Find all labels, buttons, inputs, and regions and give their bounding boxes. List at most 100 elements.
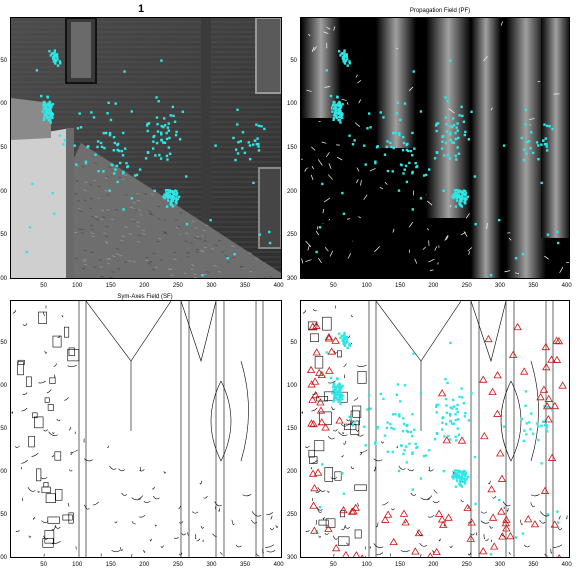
feature-point bbox=[162, 125, 165, 129]
feature-point bbox=[154, 154, 157, 157]
feature-point bbox=[459, 204, 462, 207]
image-plot-frame bbox=[10, 17, 282, 279]
feature-point bbox=[454, 485, 458, 488]
feature-point bbox=[456, 403, 459, 407]
triangle-marker bbox=[331, 336, 340, 344]
feature-point bbox=[167, 122, 170, 125]
feature-point bbox=[459, 479, 462, 483]
feature-point bbox=[521, 532, 525, 535]
feature-point bbox=[263, 127, 266, 131]
feature-point bbox=[405, 429, 409, 433]
feature-point bbox=[455, 196, 458, 200]
feature-point bbox=[334, 111, 337, 115]
feature-point bbox=[166, 126, 170, 129]
feature-point bbox=[445, 411, 449, 415]
x-tick-label: 150 bbox=[394, 562, 406, 568]
triangle-marker bbox=[550, 520, 560, 528]
feature-point bbox=[454, 131, 457, 135]
feature-point bbox=[333, 385, 336, 389]
feature-point bbox=[385, 145, 389, 149]
triangle-marker bbox=[331, 544, 341, 552]
feature-point bbox=[435, 432, 439, 435]
feature-point bbox=[337, 400, 340, 403]
triangle-marker bbox=[437, 389, 447, 397]
feature-point bbox=[452, 141, 456, 144]
feature-point bbox=[173, 189, 177, 192]
feature-point bbox=[102, 170, 105, 173]
feature-point bbox=[474, 222, 477, 226]
feature-point bbox=[522, 439, 526, 443]
feature-point bbox=[321, 463, 324, 466]
feature-point bbox=[402, 172, 405, 175]
feature-point bbox=[408, 161, 411, 165]
x-tick-label: 200 bbox=[428, 283, 439, 289]
feature-point bbox=[405, 180, 409, 184]
feature-point bbox=[43, 104, 47, 107]
feature-point bbox=[520, 417, 524, 421]
triangle-marker bbox=[307, 419, 316, 427]
feature-point bbox=[44, 110, 48, 113]
feature-point bbox=[340, 116, 344, 120]
triangle-marker bbox=[312, 348, 321, 356]
feature-point bbox=[392, 427, 395, 431]
feature-point bbox=[255, 142, 258, 146]
feature-point bbox=[458, 200, 462, 204]
feature-point bbox=[174, 192, 178, 196]
feature-point bbox=[233, 252, 236, 256]
feature-point bbox=[411, 208, 414, 211]
feature-point bbox=[375, 145, 379, 149]
feature-point bbox=[399, 118, 402, 122]
feature-point bbox=[331, 391, 334, 395]
feature-point bbox=[335, 398, 339, 401]
feature-point bbox=[236, 123, 239, 126]
feature-point bbox=[25, 250, 28, 254]
feature-point bbox=[333, 104, 336, 107]
feature-point bbox=[47, 102, 50, 105]
feature-point bbox=[457, 193, 460, 196]
feature-point bbox=[94, 153, 97, 156]
feature-point bbox=[340, 112, 343, 115]
feature-point bbox=[445, 404, 448, 407]
feature-point bbox=[363, 425, 366, 428]
feature-point bbox=[257, 145, 260, 148]
feature-point bbox=[466, 195, 470, 198]
feature-point bbox=[56, 64, 60, 67]
feature-point bbox=[332, 400, 335, 403]
triangle-marker bbox=[487, 485, 496, 493]
feature-point bbox=[40, 94, 43, 98]
feature-point bbox=[412, 70, 415, 73]
triangle-marker bbox=[540, 486, 550, 494]
feature-point bbox=[446, 100, 449, 103]
feature-point bbox=[411, 434, 414, 438]
feature-point bbox=[343, 341, 346, 344]
feature-point bbox=[344, 341, 348, 345]
triangle-marker bbox=[524, 515, 533, 523]
feature-point bbox=[166, 196, 170, 200]
feature-point bbox=[130, 110, 133, 113]
feature-point bbox=[383, 434, 387, 437]
x-tick-label: 50 bbox=[329, 562, 337, 568]
feature-point bbox=[443, 154, 446, 157]
feature-point bbox=[455, 469, 458, 472]
feature-point bbox=[115, 164, 119, 168]
x-tick-label: 150 bbox=[105, 562, 116, 568]
feature-point bbox=[443, 435, 446, 438]
feature-point bbox=[452, 193, 455, 196]
x-tick-label: 100 bbox=[361, 283, 372, 289]
feature-point bbox=[440, 428, 444, 431]
feature-point bbox=[201, 274, 204, 277]
triangle-marker bbox=[536, 392, 545, 401]
feature-point bbox=[435, 151, 439, 154]
feature-point bbox=[345, 340, 349, 343]
feature-point bbox=[454, 137, 458, 141]
feature-point bbox=[343, 333, 346, 337]
feature-point bbox=[556, 521, 560, 524]
feature-point bbox=[405, 461, 409, 464]
feature-point bbox=[449, 414, 452, 417]
feature-point bbox=[522, 158, 526, 162]
feature-point bbox=[545, 430, 549, 433]
x-tick-label: 400 bbox=[561, 283, 572, 289]
feature-point bbox=[452, 124, 456, 127]
feature-point bbox=[436, 403, 440, 406]
feature-point bbox=[449, 419, 452, 423]
